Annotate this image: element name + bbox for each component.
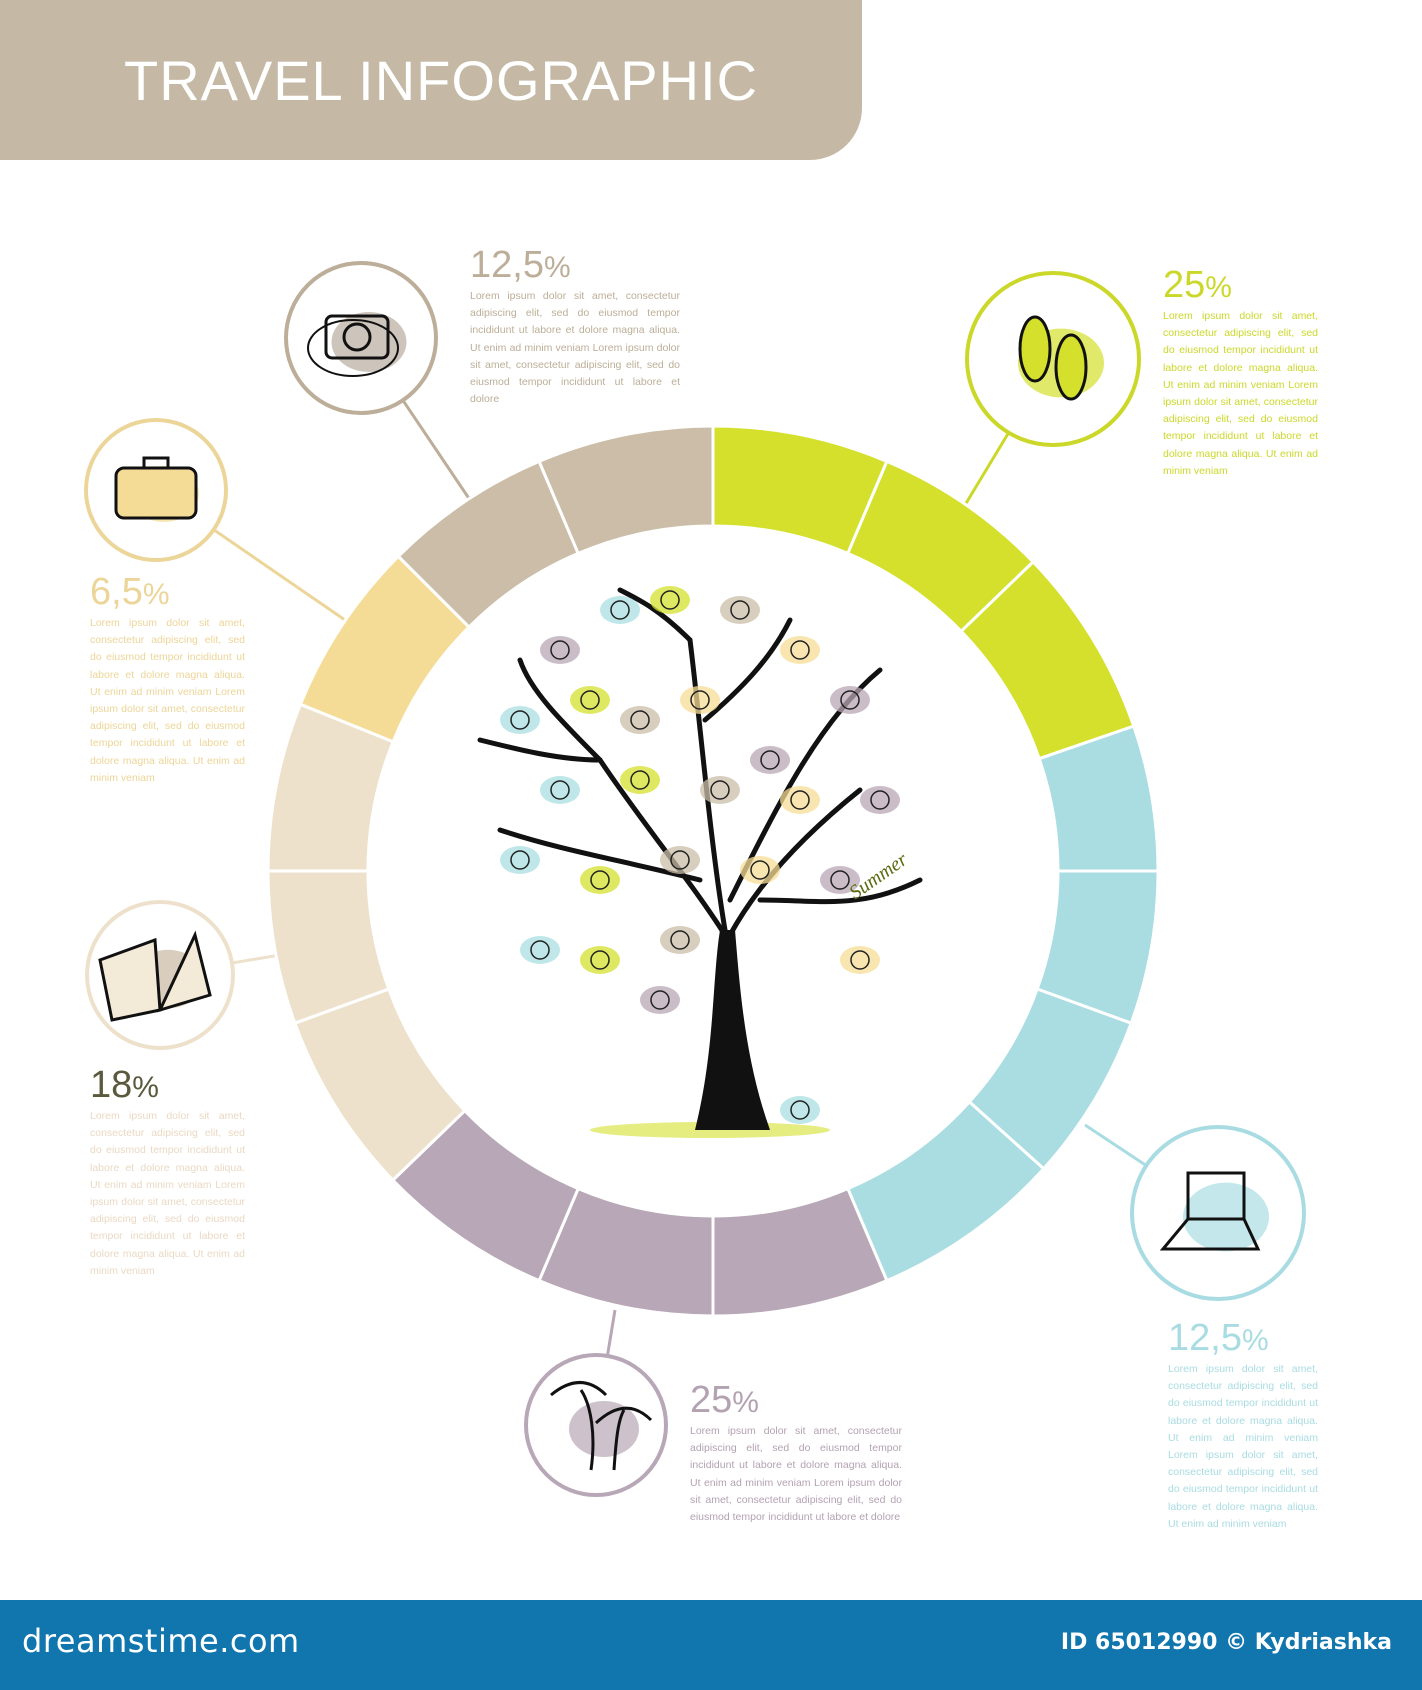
tree-ornament xyxy=(750,746,790,774)
stat-percent: 12,5% xyxy=(1168,1317,1269,1359)
stat-block-book: 18% Lorem ipsum dolor sit amet, consectet… xyxy=(90,1065,245,1280)
book-icon xyxy=(85,900,235,1050)
ring-segment-taupe xyxy=(537,424,715,556)
stat-percent: 18% xyxy=(90,1064,159,1106)
stat-description: Lorem ipsum dolor sit amet, consectetur … xyxy=(90,617,245,784)
stat-block-camera: 12,5% Lorem ipsum dolor sit amet, consect… xyxy=(470,245,680,408)
tree-ornament xyxy=(830,686,870,714)
stat-block-flip-flops: 25% Lorem ipsum dolor sit amet, consectet… xyxy=(1163,265,1318,480)
stat-description: Lorem ipsum dolor sit amet, consectetur … xyxy=(690,1425,902,1524)
title-banner: TRAVEL INFOGRAPHIC xyxy=(0,0,862,160)
tree-ornament xyxy=(540,636,580,664)
tree-ornament xyxy=(680,686,720,714)
dreamstime-logo[interactable]: dreamstime.com xyxy=(22,1622,300,1660)
stat-percent: 12,5% xyxy=(470,244,571,286)
stat-description: Lorem ipsum dolor sit amet, consectetur … xyxy=(470,290,680,406)
tree-ornament xyxy=(540,776,580,804)
tree-ornament xyxy=(840,946,880,974)
tree-ornament xyxy=(620,766,660,794)
tree-ornament xyxy=(500,846,540,874)
palm-tree-icon xyxy=(524,1353,668,1497)
infographic-ring: Summer xyxy=(84,261,1306,1497)
tree-ornament xyxy=(580,866,620,894)
tree-ornament xyxy=(780,636,820,664)
tree-ornament xyxy=(570,686,610,714)
stat-percent: 25% xyxy=(690,1379,759,1421)
tree-ornament xyxy=(700,776,740,804)
stat-block-suitcase: 6,5% Lorem ipsum dolor sit amet, consecte… xyxy=(90,572,245,787)
suitcase-icon xyxy=(84,418,228,562)
camera-icon xyxy=(284,261,438,415)
tree-ornament xyxy=(520,936,560,964)
tree-ornament xyxy=(660,846,700,874)
stat-description: Lorem ipsum dolor sit amet, consectetur … xyxy=(1163,310,1318,477)
tree-ornament xyxy=(780,1096,820,1124)
tree-ornament xyxy=(740,856,780,884)
stat-percent: 6,5% xyxy=(90,571,170,613)
tree-ornament xyxy=(620,706,660,734)
tree-ornament xyxy=(640,986,680,1014)
segment-ring xyxy=(266,424,1160,1318)
tree-ornament xyxy=(860,786,900,814)
tree-ornament xyxy=(780,786,820,814)
tree-ornament xyxy=(660,926,700,954)
footer-bar: dreamstime.com ID 65012990 © Kydriashka xyxy=(0,1600,1422,1690)
stat-description: Lorem ipsum dolor sit amet, consectetur … xyxy=(1168,1363,1318,1530)
stat-block-laptop: 12,5% Lorem ipsum dolor sit amet, consect… xyxy=(1168,1318,1318,1533)
stat-block-palm: 25% Lorem ipsum dolor sit amet, consectet… xyxy=(690,1380,902,1526)
stat-percent: 25% xyxy=(1163,264,1232,306)
image-credit: ID 65012990 © Kydriashka xyxy=(1060,1630,1392,1655)
flip-flops-icon xyxy=(965,271,1141,447)
tree-ornament xyxy=(500,706,540,734)
laptop-icon xyxy=(1130,1125,1306,1301)
page-title: TRAVEL INFOGRAPHIC xyxy=(124,49,759,112)
travel-tree-icon: Summer xyxy=(477,586,923,1138)
tree-ornament xyxy=(720,596,760,624)
tree-ornament xyxy=(820,866,860,894)
stat-description: Lorem ipsum dolor sit amet, consectetur … xyxy=(90,1110,245,1277)
tree-ornament xyxy=(600,596,640,624)
tree-ornament xyxy=(580,946,620,974)
tree-ornament xyxy=(650,586,690,614)
